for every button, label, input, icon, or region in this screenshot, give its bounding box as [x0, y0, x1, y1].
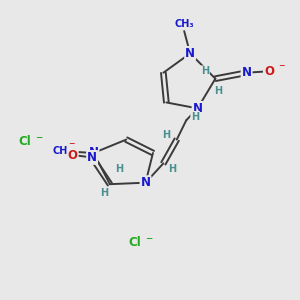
Text: N: N — [193, 102, 202, 115]
Text: ⁻: ⁻ — [278, 62, 284, 75]
Text: ⁻: ⁻ — [68, 140, 74, 153]
Text: H: H — [168, 164, 176, 174]
Text: H: H — [115, 164, 123, 174]
Text: H: H — [100, 188, 108, 198]
Text: ⁻: ⁻ — [36, 133, 43, 147]
Text: CH₃: CH₃ — [52, 146, 72, 157]
Text: Cl: Cl — [19, 135, 31, 148]
Text: H: H — [162, 130, 170, 140]
Text: O: O — [264, 65, 274, 78]
Text: N: N — [88, 146, 98, 160]
Text: CH₃: CH₃ — [174, 19, 194, 29]
Text: H: H — [201, 66, 209, 76]
Text: H: H — [191, 112, 199, 122]
Text: N: N — [87, 151, 97, 164]
Text: N: N — [185, 47, 195, 60]
Text: ⁻: ⁻ — [146, 234, 153, 248]
Text: H: H — [214, 85, 222, 96]
Text: Cl: Cl — [129, 236, 142, 249]
Text: O: O — [68, 148, 78, 162]
Text: N: N — [140, 176, 151, 189]
Text: N: N — [242, 66, 252, 79]
